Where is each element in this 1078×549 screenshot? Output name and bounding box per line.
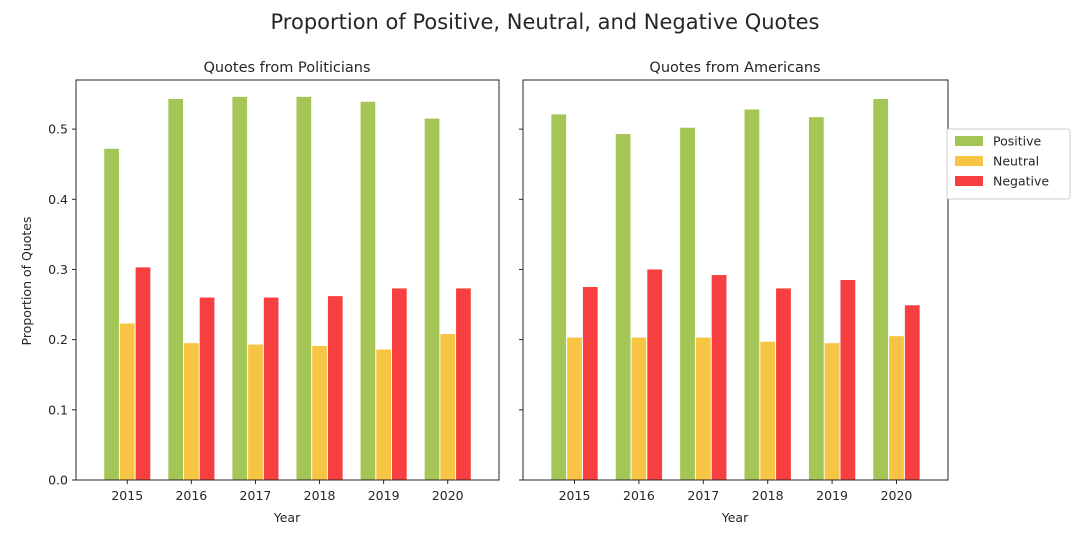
politicians-chart-title: Quotes from Politicians [203,60,370,76]
politicians-x-tick-label: 2016 [175,488,207,503]
legend-label-positive: Positive [993,134,1041,149]
legend-swatch-neutral [955,156,983,166]
americans-bar-positive-2019 [808,117,824,480]
americans-bar-negative-2018 [776,288,791,480]
americans-bar-positive-2015 [551,114,567,480]
y-tick-label: 0.1 [48,402,68,417]
politicians-bar-neutral-2017 [248,344,263,480]
americans-bar-neutral-2018 [760,341,776,480]
politicians-bar-negative-2018 [327,296,343,480]
politicians-x-tick-label: 2019 [368,488,400,503]
americans-bar-positive-2017 [680,127,695,480]
americans-x-axis-label: Year [721,510,749,525]
americans-bar-neutral-2017 [695,337,711,480]
politicians-bar-negative-2019 [391,288,407,480]
y-tick-label: 0.5 [48,122,68,137]
politicians-bar-negative-2015 [135,267,151,480]
americans-bar-negative-2020 [904,305,920,480]
politicians-plot-frame [75,79,500,481]
y-tick-label: 0.3 [48,262,68,277]
americans-x-tick-label: 2018 [752,488,784,503]
politicians-bar-neutral-2020 [440,334,456,480]
americans-plot-frame [522,79,949,481]
americans-bar-neutral-2020 [889,336,904,480]
americans-bar-neutral-2016 [631,337,647,480]
politicians-bar-positive-2016 [168,98,184,480]
americans-chart: Quotes from Americans Year 2015 2016 2017 2… [519,60,949,525]
politicians-chart: Quotes from Politicians Year Proportion … [19,60,500,525]
americans-bar-positive-2016 [615,134,631,481]
politicians-bar-positive-2015 [104,148,119,480]
politicians-x-tick-label: 2015 [111,488,143,503]
y-tick-label: 0.2 [48,332,68,347]
politicians-bar-negative-2020 [456,288,471,480]
americans-bar-neutral-2019 [824,343,840,480]
legend-label-negative: Negative [993,174,1049,189]
politicians-bar-positive-2017 [232,96,248,480]
politicians-bar-positive-2020 [424,118,440,480]
americans-bar-negative-2015 [582,287,598,480]
politicians-x-tick-label: 2018 [304,488,336,503]
americans-bar-negative-2019 [840,280,856,480]
politicians-bar-negative-2017 [263,297,279,480]
americans-bar-neutral-2015 [567,337,582,480]
politicians-x-tick-label: 2020 [432,488,464,503]
politicians-bar-positive-2019 [360,101,376,480]
legend-label-neutral: Neutral [993,154,1039,169]
americans-bar-positive-2020 [873,98,889,480]
legend-swatch-negative [955,176,983,186]
politicians-bar-neutral-2018 [312,345,327,480]
y-axis-label: Proportion of Quotes [19,216,34,345]
figure-title: Proportion of Positive, Neutral, and Neg… [271,10,820,34]
americans-bar-negative-2016 [647,269,663,480]
y-tick-label: 0.0 [48,473,68,488]
americans-bar-negative-2017 [711,275,727,480]
politicians-bar-neutral-2015 [119,323,135,480]
americans-x-tick-label: 2020 [881,488,913,503]
politicians-x-axis-label: Year [273,510,301,525]
politicians-bar-neutral-2019 [376,349,391,480]
americans-chart-title: Quotes from Americans [649,60,820,76]
politicians-bar-neutral-2016 [184,343,199,480]
legend-swatch-positive [955,136,983,146]
politicians-x-tick-label: 2017 [240,488,272,503]
americans-bar-positive-2018 [744,109,760,480]
americans-x-tick-label: 2017 [687,488,719,503]
americans-x-tick-label: 2019 [816,488,848,503]
americans-x-tick-label: 2015 [559,488,591,503]
legend: Positive Neutral Negative [946,128,1071,200]
americans-x-tick-label: 2016 [623,488,655,503]
politicians-bar-positive-2018 [296,96,312,480]
y-tick-label: 0.4 [48,192,68,207]
politicians-bar-negative-2016 [199,297,215,480]
